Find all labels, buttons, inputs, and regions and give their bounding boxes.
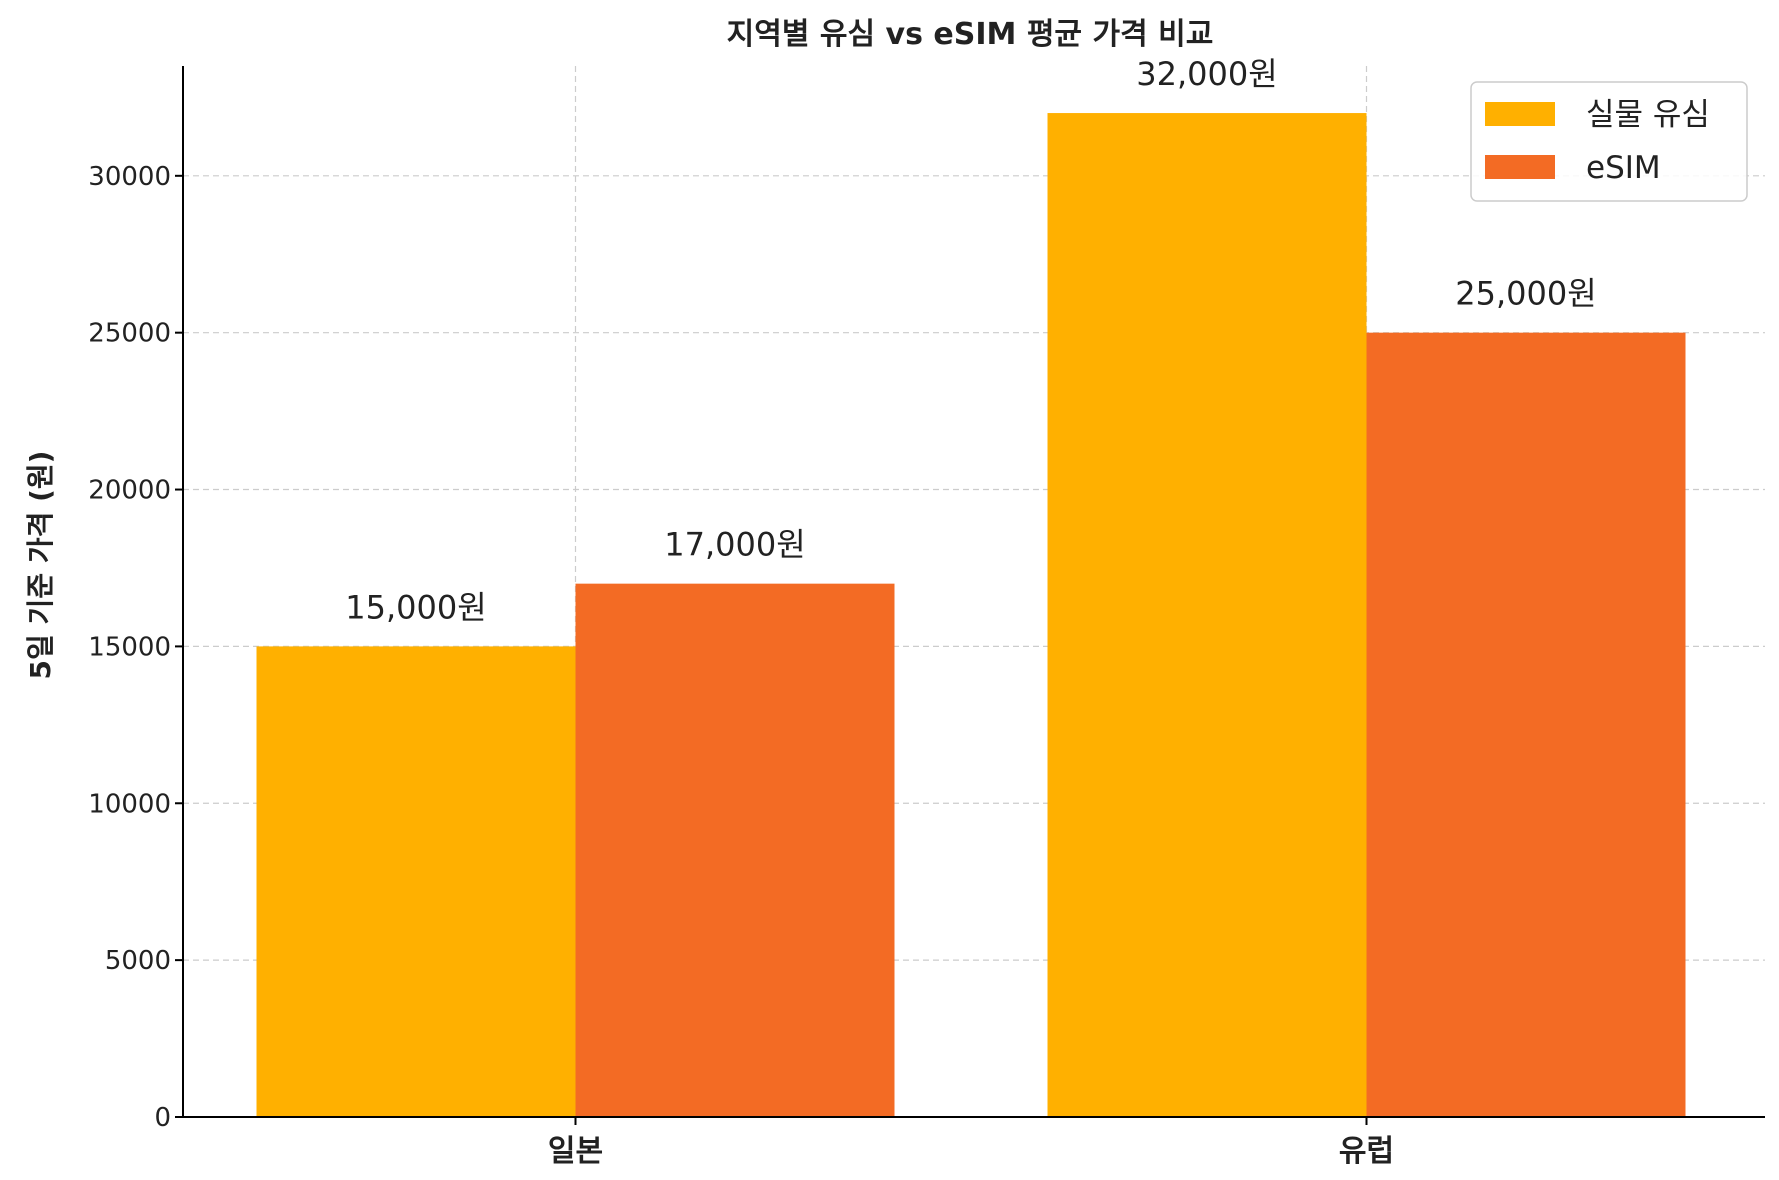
- chart-title: 지역별 유심 vs eSIM 평균 가격 비교: [727, 17, 1214, 52]
- data-label: 25,000원: [1455, 275, 1596, 313]
- y-axis-label: 5일 기준 가격 (원): [24, 451, 57, 680]
- data-label: 15,000원: [345, 588, 486, 626]
- bar-esim-1: [1366, 332, 1686, 1117]
- data-labels: 15,000원 32,000원 17,000원 25,000원: [345, 55, 1596, 626]
- legend[interactable]: 실물 유심 eSIM: [1470, 81, 1748, 202]
- y-tick-label: 20000: [88, 476, 171, 506]
- data-label: 32,000원: [1136, 55, 1277, 93]
- axes: 0 5000 10000 15000 20000 25000 30000 일본 유럽: [88, 66, 1765, 1169]
- y-tick-label: 25000: [88, 319, 171, 349]
- bar-sim-0: [256, 646, 576, 1117]
- y-tick-label: 10000: [88, 789, 171, 819]
- legend-entry-label: 실물 유심: [1586, 97, 1710, 133]
- x-tick-label: 일본: [548, 1134, 603, 1169]
- legend-swatch: [1485, 102, 1555, 126]
- data-label: 17,000원: [664, 526, 805, 564]
- y-tick-label: 30000: [88, 162, 171, 192]
- legend-swatch: [1485, 155, 1555, 179]
- y-tick-label: 5000: [105, 946, 171, 976]
- y-tick-label: 15000: [88, 632, 171, 662]
- y-tick-label: 0: [154, 1103, 171, 1133]
- bar-sim-1: [1047, 113, 1367, 1118]
- legend-entry-label: eSIM: [1586, 150, 1661, 186]
- bar-esim-0: [575, 583, 895, 1117]
- bars: [256, 113, 1686, 1118]
- x-tick-label: 유럽: [1339, 1134, 1394, 1169]
